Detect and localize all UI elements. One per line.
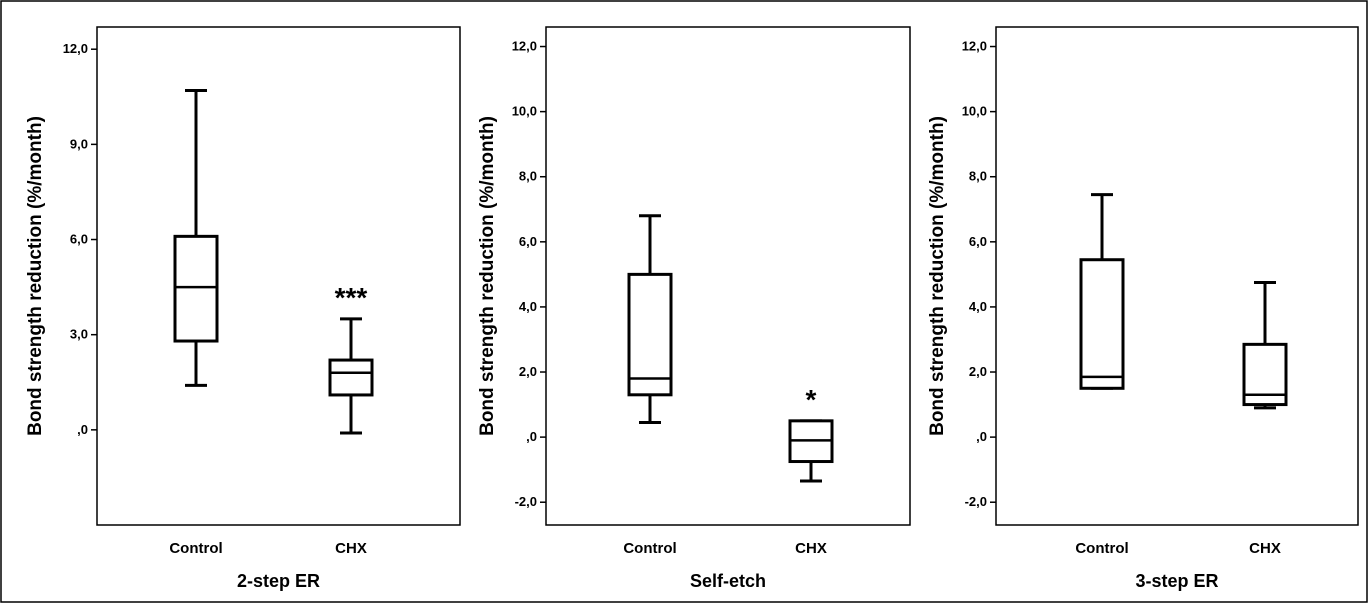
iqr-box (173, 234, 219, 343)
significance-marker: * (806, 384, 817, 415)
plot-area (545, 26, 911, 526)
y-tick-label: 2,0 (519, 364, 537, 379)
x-axis-label: 3-step ER (1135, 571, 1218, 591)
y-tick-label: 8,0 (519, 169, 537, 184)
chart-panel-3: -2,0 ,0 2,0 4,0 6,0 8,0 10,0 12,0 Control CHX 3-st… (927, 26, 1359, 591)
significance-marker: *** (335, 282, 368, 313)
box-chx: *** (328, 282, 374, 435)
x-category-label: CHX (795, 540, 827, 557)
x-category-label: CHX (335, 540, 367, 557)
y-tick-label: 9,0 (70, 136, 88, 151)
y-axis-label: Bond strength reduction (%/month) (477, 116, 498, 436)
iqr-box (627, 272, 673, 397)
y-axis-label: Bond strength reduction (%/month) (927, 116, 948, 436)
box-control (627, 214, 673, 424)
y-tick-label: 12,0 (63, 41, 88, 56)
y-tick-label: 6,0 (70, 232, 88, 247)
y-tick-label: 4,0 (969, 299, 987, 314)
y-tick-label: -2,0 (515, 494, 537, 509)
plot-area (96, 26, 461, 526)
y-axis-label: Bond strength reduction (%/month) (25, 116, 46, 436)
x-category-label: CHX (1249, 540, 1281, 557)
y-tick-label: 2,0 (969, 364, 987, 379)
plot-area (995, 26, 1359, 526)
iqr-box (328, 358, 374, 397)
y-tick-label: ,0 (976, 429, 987, 444)
chart-panel-2: -2,0 ,0 2,0 4,0 6,0 8,0 10,0 12,0 Control * CHX Sel… (477, 26, 911, 591)
box-control (173, 88, 219, 387)
y-tick-label: 10,0 (962, 104, 987, 119)
y-tick-label: 6,0 (969, 234, 987, 249)
y-tick-label: 3,0 (70, 327, 88, 342)
x-axis-label: Self-etch (690, 571, 766, 591)
x-axis-label: 2-step ER (237, 571, 320, 591)
box-chx: * (788, 384, 834, 483)
chart-panel-1: ,0 3,0 6,0 9,0 12,0 Control *** CHX 2-step ER Bon… (25, 26, 461, 591)
y-tick-label: 4,0 (519, 299, 537, 314)
y-tick-label: ,0 (77, 422, 88, 437)
y-tick-label: -2,0 (965, 494, 987, 509)
y-tick-label: 6,0 (519, 234, 537, 249)
x-category-label: Control (623, 540, 676, 557)
y-tick-label: 12,0 (512, 39, 537, 54)
y-tick-label: ,0 (526, 429, 537, 444)
y-tick-label: 8,0 (969, 169, 987, 184)
box-chx (1242, 281, 1288, 410)
x-category-label: Control (169, 540, 222, 557)
x-category-label: Control (1075, 540, 1128, 557)
y-tick-label: 12,0 (962, 39, 987, 54)
y-tick-label: 10,0 (512, 104, 537, 119)
iqr-box (1079, 258, 1125, 390)
box-control (1079, 193, 1125, 390)
